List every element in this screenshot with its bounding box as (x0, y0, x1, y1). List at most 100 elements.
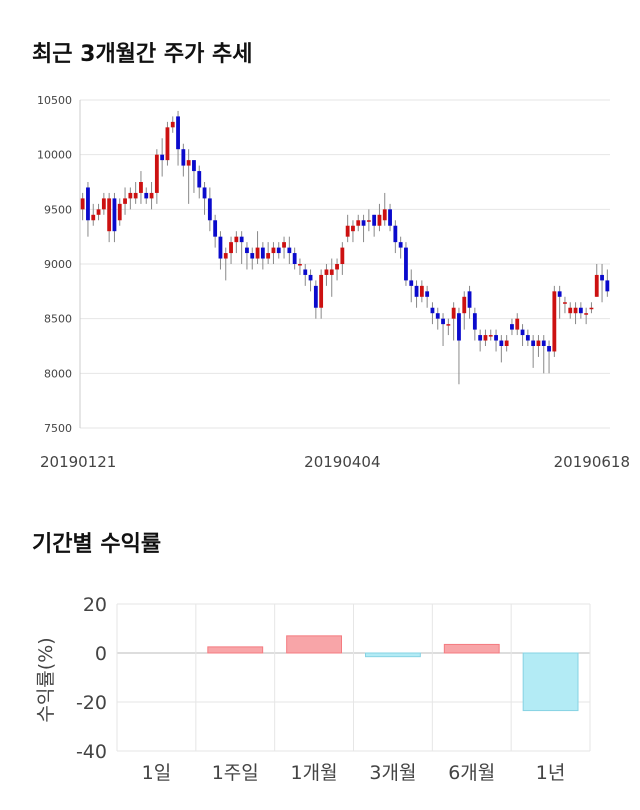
candle (594, 264, 599, 297)
candle-body (483, 335, 488, 341)
candle (181, 143, 186, 177)
candle-y-tick: 9500 (44, 203, 72, 216)
candle (292, 247, 297, 270)
candle (260, 242, 265, 270)
candle-series (80, 110, 610, 385)
candle (144, 187, 149, 204)
candle (446, 318, 451, 336)
candle (414, 280, 419, 308)
returns-bar (286, 635, 342, 654)
returns-bar (522, 652, 579, 712)
candle (356, 214, 361, 232)
candle-body (388, 209, 392, 226)
candle-body (329, 269, 334, 275)
candle (223, 247, 228, 281)
candle-y-axis: 10500 10000 9500 9000 8500 8000 7500 (37, 94, 72, 435)
candle (435, 307, 440, 330)
candle-body (123, 198, 127, 204)
returns-x-axis: 1일 1주일 1개월 3개월 6개월 1년 (142, 762, 566, 784)
candle-y-tick: 7500 (44, 422, 72, 435)
returns-bar (443, 643, 500, 654)
candle (282, 236, 286, 259)
candle (563, 296, 567, 314)
candle (467, 285, 472, 319)
candle-x-axis: 20190121 20190404 20190618 (40, 453, 630, 471)
returns-x-tick: 1개월 (291, 762, 338, 784)
candle-body (494, 335, 498, 341)
candle-body (170, 121, 175, 128)
candle-body (298, 264, 302, 266)
candle-body (144, 192, 149, 199)
returns-grid (116, 603, 591, 752)
candle (340, 242, 345, 275)
candle (372, 214, 377, 237)
candle-body (117, 203, 122, 221)
candle-body (202, 187, 207, 199)
candle-body (107, 198, 112, 232)
candle (186, 149, 191, 204)
candle-body (563, 302, 567, 304)
candle-body (266, 253, 271, 259)
candle (149, 182, 154, 210)
candle-body (488, 335, 493, 337)
candle-body (361, 220, 366, 226)
candle-body (351, 225, 355, 232)
candle-body (525, 335, 530, 341)
candle (128, 187, 133, 210)
candle (197, 165, 202, 199)
candle-body (207, 198, 212, 221)
candle-body (435, 313, 440, 319)
candle (101, 192, 106, 215)
candle-body (419, 285, 424, 297)
candle (584, 307, 589, 325)
candle-body (292, 253, 297, 264)
candle (80, 192, 85, 221)
candle-body (91, 214, 96, 221)
candle-body (573, 307, 578, 314)
candle-body (303, 269, 308, 275)
candle-body (250, 253, 255, 259)
candle-body (165, 127, 170, 161)
candle (239, 231, 244, 264)
candle-body (409, 280, 414, 286)
candle-body (282, 242, 286, 248)
candle-body (393, 225, 398, 243)
candle (266, 242, 271, 264)
candle-body (324, 269, 329, 275)
candle-body (366, 220, 371, 222)
candle (287, 236, 292, 264)
returns-bar (365, 652, 421, 658)
candle-body (578, 307, 583, 314)
candle-body (377, 214, 382, 226)
candle (271, 242, 276, 264)
candle-body (547, 346, 551, 352)
candle (404, 242, 408, 286)
candle-body (186, 160, 191, 166)
candle-body (271, 247, 276, 254)
candle-body (600, 274, 604, 281)
candle (165, 121, 170, 166)
candle-body (255, 247, 260, 259)
candle-x-tick: 20190404 (304, 453, 380, 471)
candle-body (425, 291, 430, 297)
candle (96, 203, 101, 221)
candle-body (568, 307, 573, 314)
candle (600, 264, 604, 303)
candle (451, 302, 456, 341)
candle-body (451, 307, 456, 319)
candle-body (536, 340, 541, 346)
candle-body (605, 280, 610, 292)
candle (154, 149, 159, 204)
candle-body (229, 242, 233, 254)
candle (329, 258, 334, 297)
candle (605, 269, 610, 297)
returns-bars (207, 635, 579, 712)
candle (573, 302, 578, 325)
candle (160, 138, 165, 177)
candle-body (245, 247, 249, 254)
candle (324, 264, 329, 286)
candle-body (128, 192, 133, 199)
candle (303, 264, 308, 286)
candle (91, 203, 96, 226)
candle-body (133, 192, 138, 199)
